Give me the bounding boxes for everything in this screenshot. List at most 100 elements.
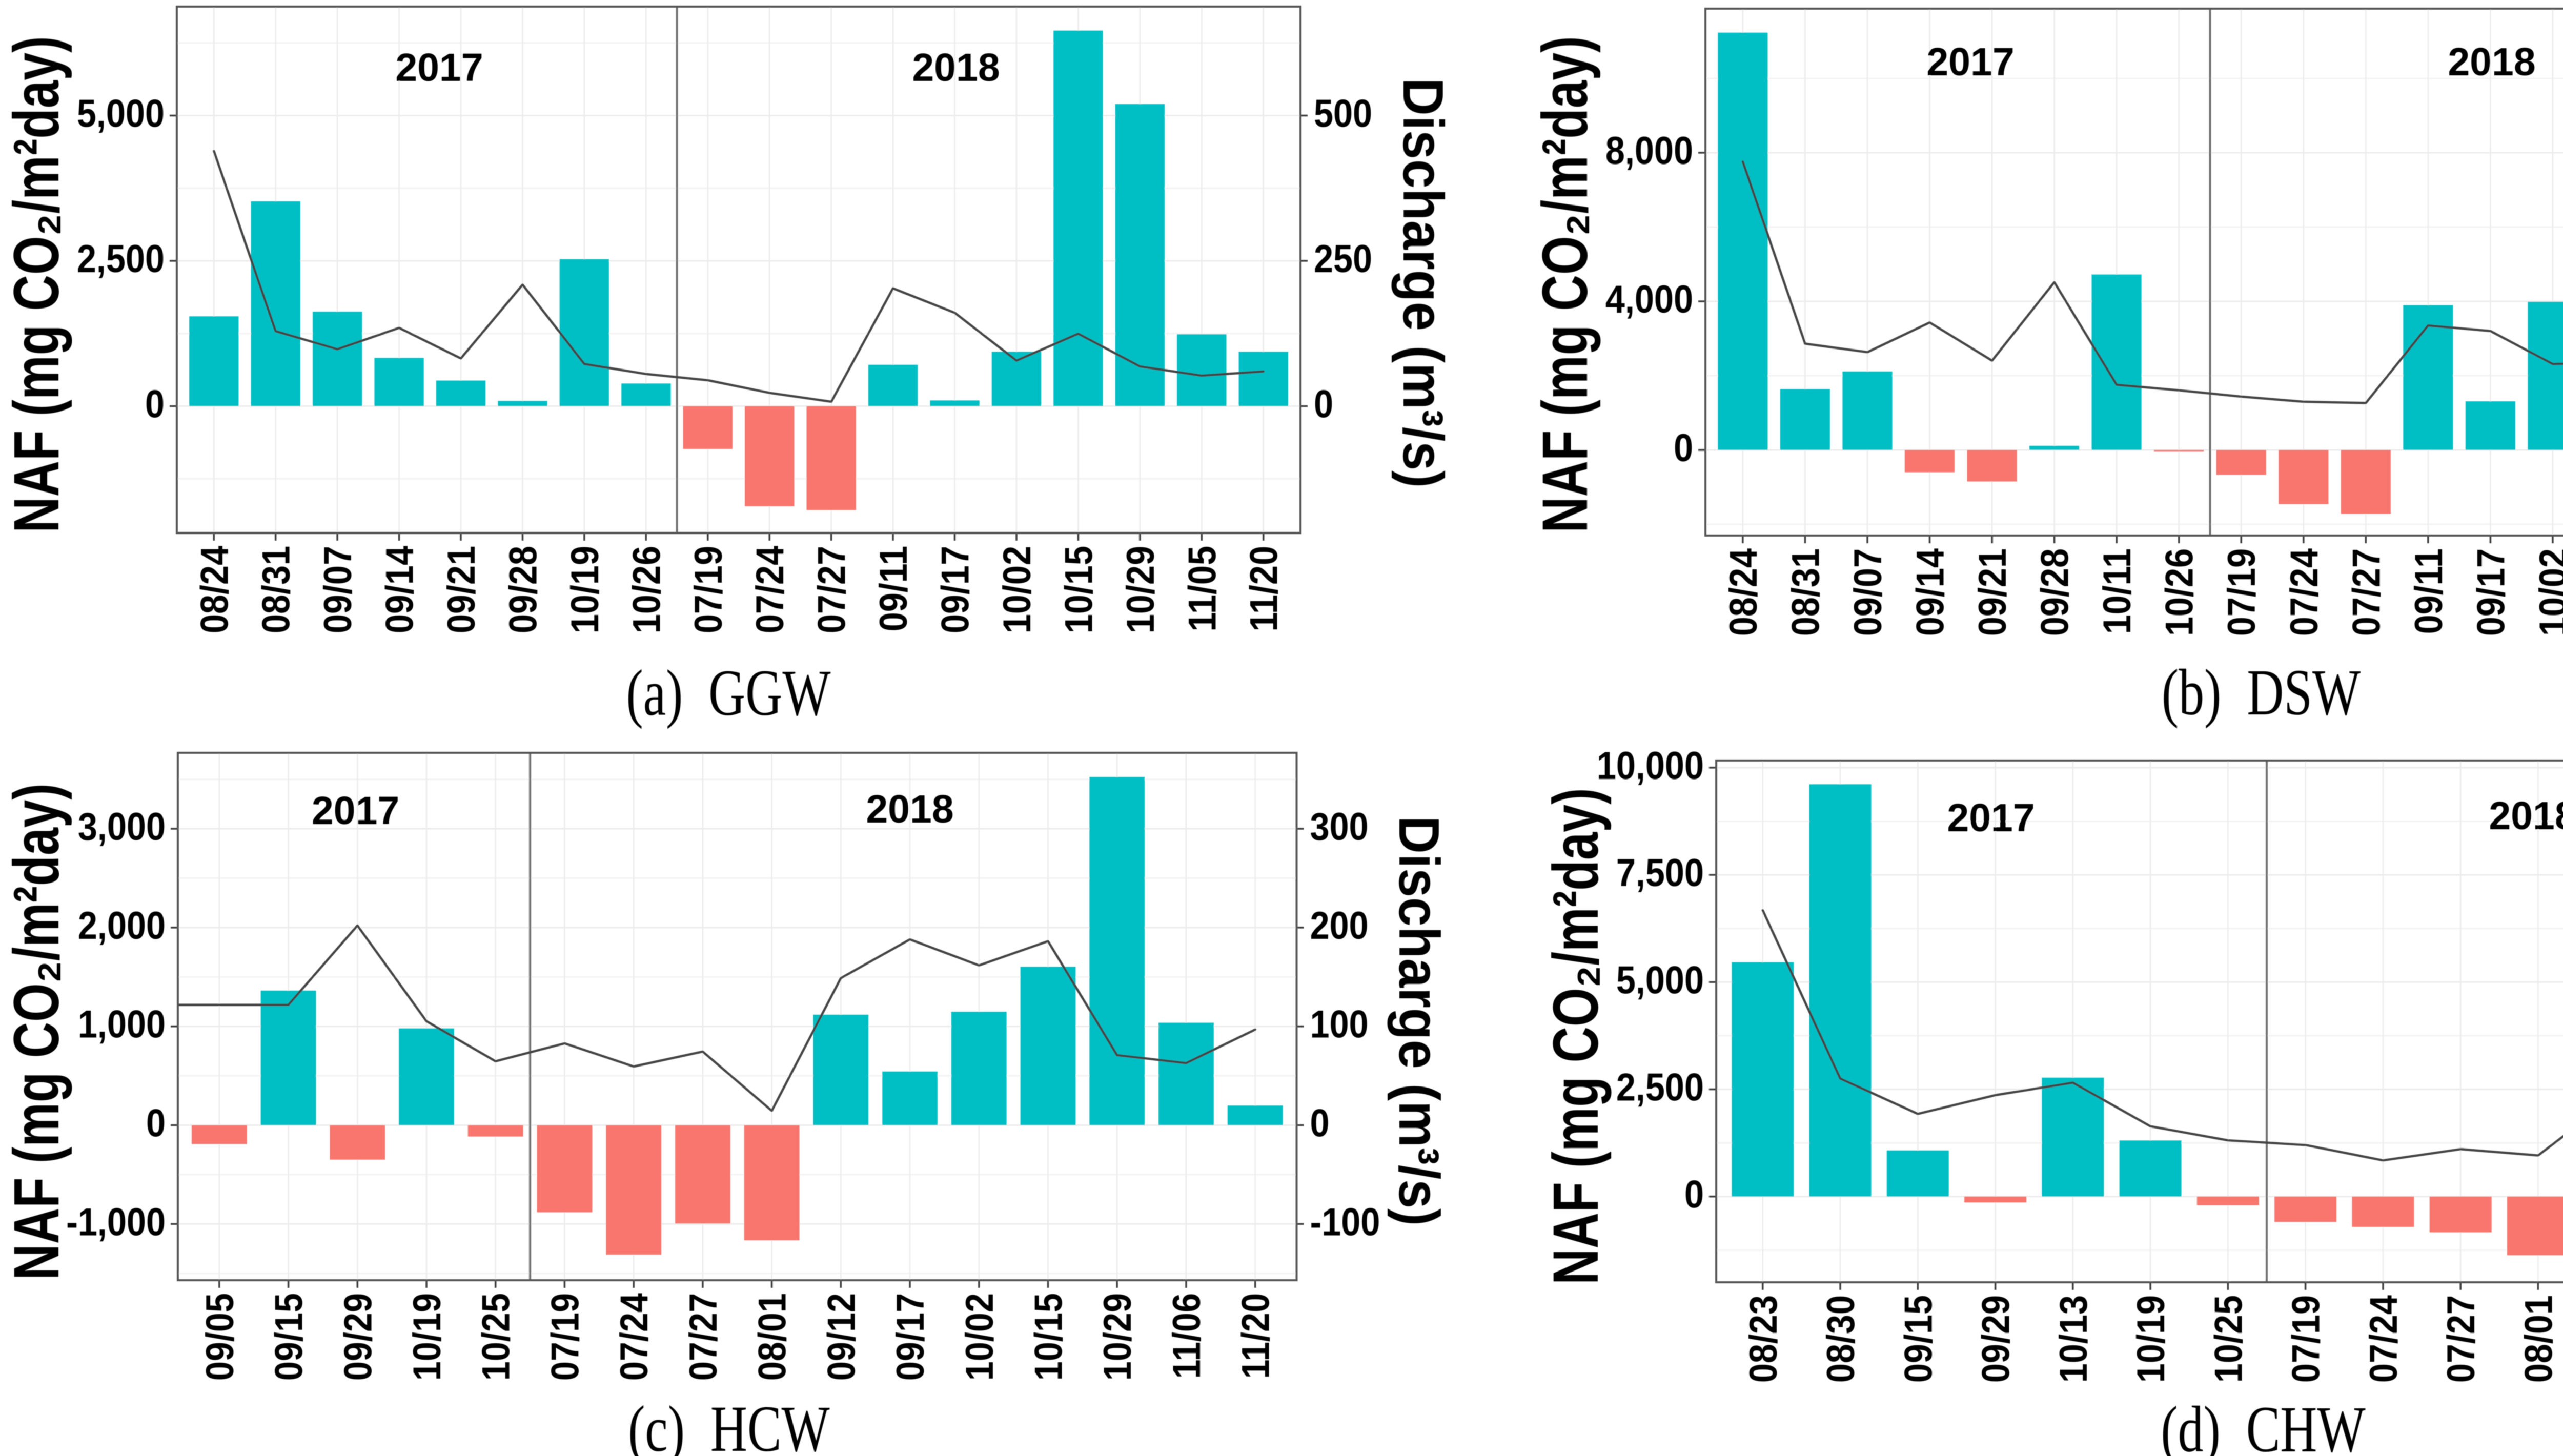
svg-text:10/26: 10/26 <box>2158 548 2201 636</box>
svg-text:09/11: 09/11 <box>2408 548 2451 634</box>
svg-text:2,000: 2,000 <box>78 905 166 948</box>
svg-text:07/24: 07/24 <box>2363 1295 2406 1383</box>
svg-text:07/27: 07/27 <box>2345 548 2388 636</box>
svg-text:10/15: 10/15 <box>1027 1293 1070 1381</box>
svg-text:09/15: 09/15 <box>268 1293 311 1381</box>
svg-text:07/19: 07/19 <box>2285 1295 2328 1383</box>
svg-text:2,500: 2,500 <box>77 238 165 281</box>
svg-text:2017: 2017 <box>1926 40 2014 84</box>
svg-text:-100: -100 <box>1310 1201 1380 1244</box>
svg-text:Discharge (m³/s): Discharge (m³/s) <box>1387 816 1451 1226</box>
svg-text:(d) CHW: (d) CHW <box>2161 1393 2366 1456</box>
svg-text:07/27: 07/27 <box>682 1293 725 1381</box>
svg-text:0: 0 <box>1684 1173 1704 1216</box>
svg-text:07/19: 07/19 <box>544 1293 587 1381</box>
svg-text:09/17: 09/17 <box>889 1293 932 1381</box>
svg-text:09/29: 09/29 <box>337 1293 380 1381</box>
svg-text:10/19: 10/19 <box>564 546 607 633</box>
svg-text:NAF (mg CO₂/m²day): NAF (mg CO₂/m²day) <box>1529 36 1600 532</box>
svg-text:(c) HCW: (c) HCW <box>628 1392 830 1456</box>
svg-text:2017: 2017 <box>1947 796 2035 840</box>
svg-text:10/13: 10/13 <box>2052 1295 2096 1383</box>
svg-text:10/11: 10/11 <box>2096 548 2139 634</box>
svg-text:09/17: 09/17 <box>2470 548 2513 636</box>
svg-text:2018: 2018 <box>2448 40 2535 84</box>
svg-text:10/29: 10/29 <box>1120 546 1163 633</box>
svg-text:3,000: 3,000 <box>78 806 166 849</box>
svg-text:10/26: 10/26 <box>625 546 668 633</box>
svg-text:09/21: 09/21 <box>440 546 483 633</box>
svg-text:08/24: 08/24 <box>1722 548 1765 636</box>
svg-text:07/19: 07/19 <box>687 546 730 633</box>
svg-text:100: 100 <box>1310 1003 1369 1046</box>
svg-text:09/12: 09/12 <box>820 1293 863 1381</box>
svg-text:09/07: 09/07 <box>1847 548 1890 636</box>
svg-text:10,000: 10,000 <box>1597 745 1704 788</box>
svg-text:2018: 2018 <box>866 787 953 831</box>
svg-text:07/27: 07/27 <box>810 546 853 633</box>
svg-text:07/19: 07/19 <box>2221 548 2264 636</box>
svg-text:NAF (mg CO₂/m²day): NAF (mg CO₂/m²day) <box>1540 788 1611 1284</box>
svg-text:08/31: 08/31 <box>1784 548 1827 636</box>
svg-text:0: 0 <box>1314 383 1333 426</box>
svg-text:10/25: 10/25 <box>475 1293 518 1381</box>
svg-text:2017: 2017 <box>395 46 483 90</box>
svg-text:0: 0 <box>145 383 165 426</box>
svg-text:10/15: 10/15 <box>1057 546 1101 633</box>
svg-text:08/24: 08/24 <box>193 546 236 633</box>
svg-text:4,000: 4,000 <box>1605 278 1693 321</box>
svg-text:200: 200 <box>1310 905 1369 948</box>
svg-text:250: 250 <box>1314 238 1372 281</box>
svg-text:09/14: 09/14 <box>1909 548 1952 636</box>
svg-text:09/05: 09/05 <box>199 1293 242 1381</box>
svg-text:11/20: 11/20 <box>1234 1293 1277 1379</box>
svg-text:09/07: 09/07 <box>317 546 360 633</box>
svg-text:2017: 2017 <box>312 789 399 833</box>
svg-text:2018: 2018 <box>2489 794 2563 838</box>
svg-text:(a) GGW: (a) GGW <box>626 657 831 729</box>
svg-text:10/02: 10/02 <box>959 1293 1002 1381</box>
svg-text:09/21: 09/21 <box>1971 548 2015 636</box>
svg-text:0: 0 <box>1310 1102 1330 1145</box>
svg-text:10/29: 10/29 <box>1096 1293 1140 1381</box>
svg-text:7,500: 7,500 <box>1616 852 1704 895</box>
svg-text:0: 0 <box>146 1102 166 1145</box>
svg-text:0: 0 <box>1674 427 1693 470</box>
svg-text:07/24: 07/24 <box>613 1293 656 1381</box>
svg-text:11/06: 11/06 <box>1166 1293 1209 1379</box>
svg-text:07/24: 07/24 <box>2283 548 2326 636</box>
svg-text:1,000: 1,000 <box>78 1003 166 1046</box>
svg-text:08/31: 08/31 <box>255 546 298 633</box>
svg-text:Discharge (m³/s): Discharge (m³/s) <box>1391 78 1455 488</box>
svg-text:(b) DSW: (b) DSW <box>2162 656 2361 729</box>
svg-text:-1,000: -1,000 <box>66 1201 166 1244</box>
svg-text:09/28: 09/28 <box>2033 548 2077 636</box>
svg-text:8,000: 8,000 <box>1605 130 1693 173</box>
svg-text:09/28: 09/28 <box>502 546 545 633</box>
svg-text:5,000: 5,000 <box>1616 959 1704 1002</box>
svg-text:08/23: 08/23 <box>1742 1295 1785 1383</box>
svg-text:10/02: 10/02 <box>996 546 1039 633</box>
svg-text:NAF (mg CO₂/m²day): NAF (mg CO₂/m²day) <box>1 36 72 532</box>
svg-text:2018: 2018 <box>912 46 1000 90</box>
svg-text:10/19: 10/19 <box>2130 1295 2173 1383</box>
svg-text:5,000: 5,000 <box>77 92 165 135</box>
svg-text:10/19: 10/19 <box>406 1293 449 1381</box>
svg-text:07/27: 07/27 <box>2440 1295 2483 1383</box>
svg-text:07/24: 07/24 <box>749 546 792 633</box>
svg-text:11/20: 11/20 <box>1243 546 1286 631</box>
svg-text:09/17: 09/17 <box>934 546 977 633</box>
svg-text:08/30: 08/30 <box>1820 1295 1863 1383</box>
svg-text:09/15: 09/15 <box>1897 1295 1940 1383</box>
svg-text:300: 300 <box>1310 806 1369 849</box>
svg-text:NAF (mg CO₂/m²day): NAF (mg CO₂/m²day) <box>1 783 72 1280</box>
svg-text:09/11: 09/11 <box>872 546 916 631</box>
svg-text:11/05: 11/05 <box>1181 546 1224 631</box>
svg-text:09/14: 09/14 <box>378 546 421 633</box>
svg-text:2,500: 2,500 <box>1616 1066 1704 1109</box>
svg-text:08/01: 08/01 <box>751 1293 794 1381</box>
svg-text:500: 500 <box>1314 92 1372 135</box>
svg-text:10/02: 10/02 <box>2532 548 2563 636</box>
svg-text:09/29: 09/29 <box>1975 1295 2018 1383</box>
svg-text:08/01: 08/01 <box>2517 1295 2560 1383</box>
